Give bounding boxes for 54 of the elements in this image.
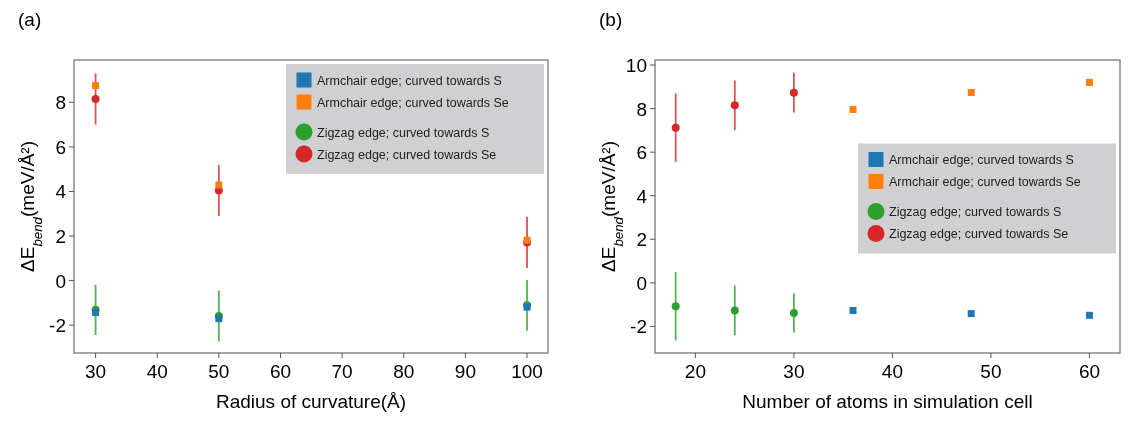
chart-title: (a): [18, 9, 42, 30]
legend-label: Zigzag edge; curved towards Se: [317, 147, 497, 162]
x-tick-label: 30: [783, 361, 805, 382]
x-axis-title: Number of atoms in simulation cell: [742, 391, 1033, 412]
y-tick-label: 8: [636, 98, 647, 120]
chart-title: (b): [599, 9, 623, 30]
legend-label: Armchair edge; curved towards Se: [889, 175, 1081, 189]
x-tick-label: 40: [146, 361, 168, 382]
x-tick-label: 50: [980, 361, 1002, 382]
y-tick-label: 0: [55, 270, 66, 292]
x-tick-label: 70: [331, 361, 353, 382]
y-tick-label: 2: [55, 226, 66, 248]
point: [730, 306, 739, 315]
x-axis-title: Radius of curvature(Å): [215, 391, 407, 412]
point: [967, 310, 975, 318]
point: [967, 88, 975, 96]
x-tick-label: 80: [393, 361, 415, 382]
y-tick-label: 4: [636, 185, 648, 207]
x-tick-label: 60: [1078, 361, 1101, 382]
y-tick-label: 10: [625, 55, 647, 77]
legend-label: Zigzag edge; curved towards Se: [889, 227, 1069, 241]
y-tick-label: 4: [55, 181, 67, 203]
x-tick-label: 30: [85, 361, 107, 382]
point: [671, 302, 680, 311]
point: [671, 123, 680, 132]
point: [91, 94, 100, 103]
y-tick-label: 6: [55, 136, 66, 158]
point: [215, 181, 223, 189]
x-tick-label: 40: [881, 361, 903, 382]
y-tick-label: -2: [49, 315, 66, 337]
x-tick-label: 60: [269, 361, 292, 382]
y-tick-label: -2: [630, 316, 647, 338]
x-tick-label: 100: [511, 361, 543, 382]
point: [849, 105, 857, 113]
y-tick-label: 2: [636, 229, 647, 251]
x-tick-label: 20: [684, 361, 706, 382]
point: [1085, 311, 1093, 319]
legend-label: Zigzag edge; curved towards S: [889, 205, 1062, 219]
point: [1085, 78, 1093, 86]
x-tick-label: 50: [208, 361, 230, 382]
legend-label: Armchair edge; curved towards S: [317, 73, 502, 88]
legend-label: Armchair edge; curved towards Se: [317, 95, 509, 110]
point: [789, 308, 798, 317]
x-tick-label: 90: [454, 361, 476, 382]
point: [789, 88, 798, 97]
legend-label: Zigzag edge; curved towards S: [317, 125, 490, 140]
point: [214, 186, 223, 195]
point: [92, 82, 100, 90]
y-tick-label: 8: [55, 92, 66, 114]
point: [730, 101, 739, 110]
y-tick-label: 6: [636, 142, 647, 164]
y-tick-label: 0: [636, 272, 647, 294]
legend-label: Armchair edge; curved towards S: [889, 153, 1074, 167]
point: [849, 307, 857, 315]
